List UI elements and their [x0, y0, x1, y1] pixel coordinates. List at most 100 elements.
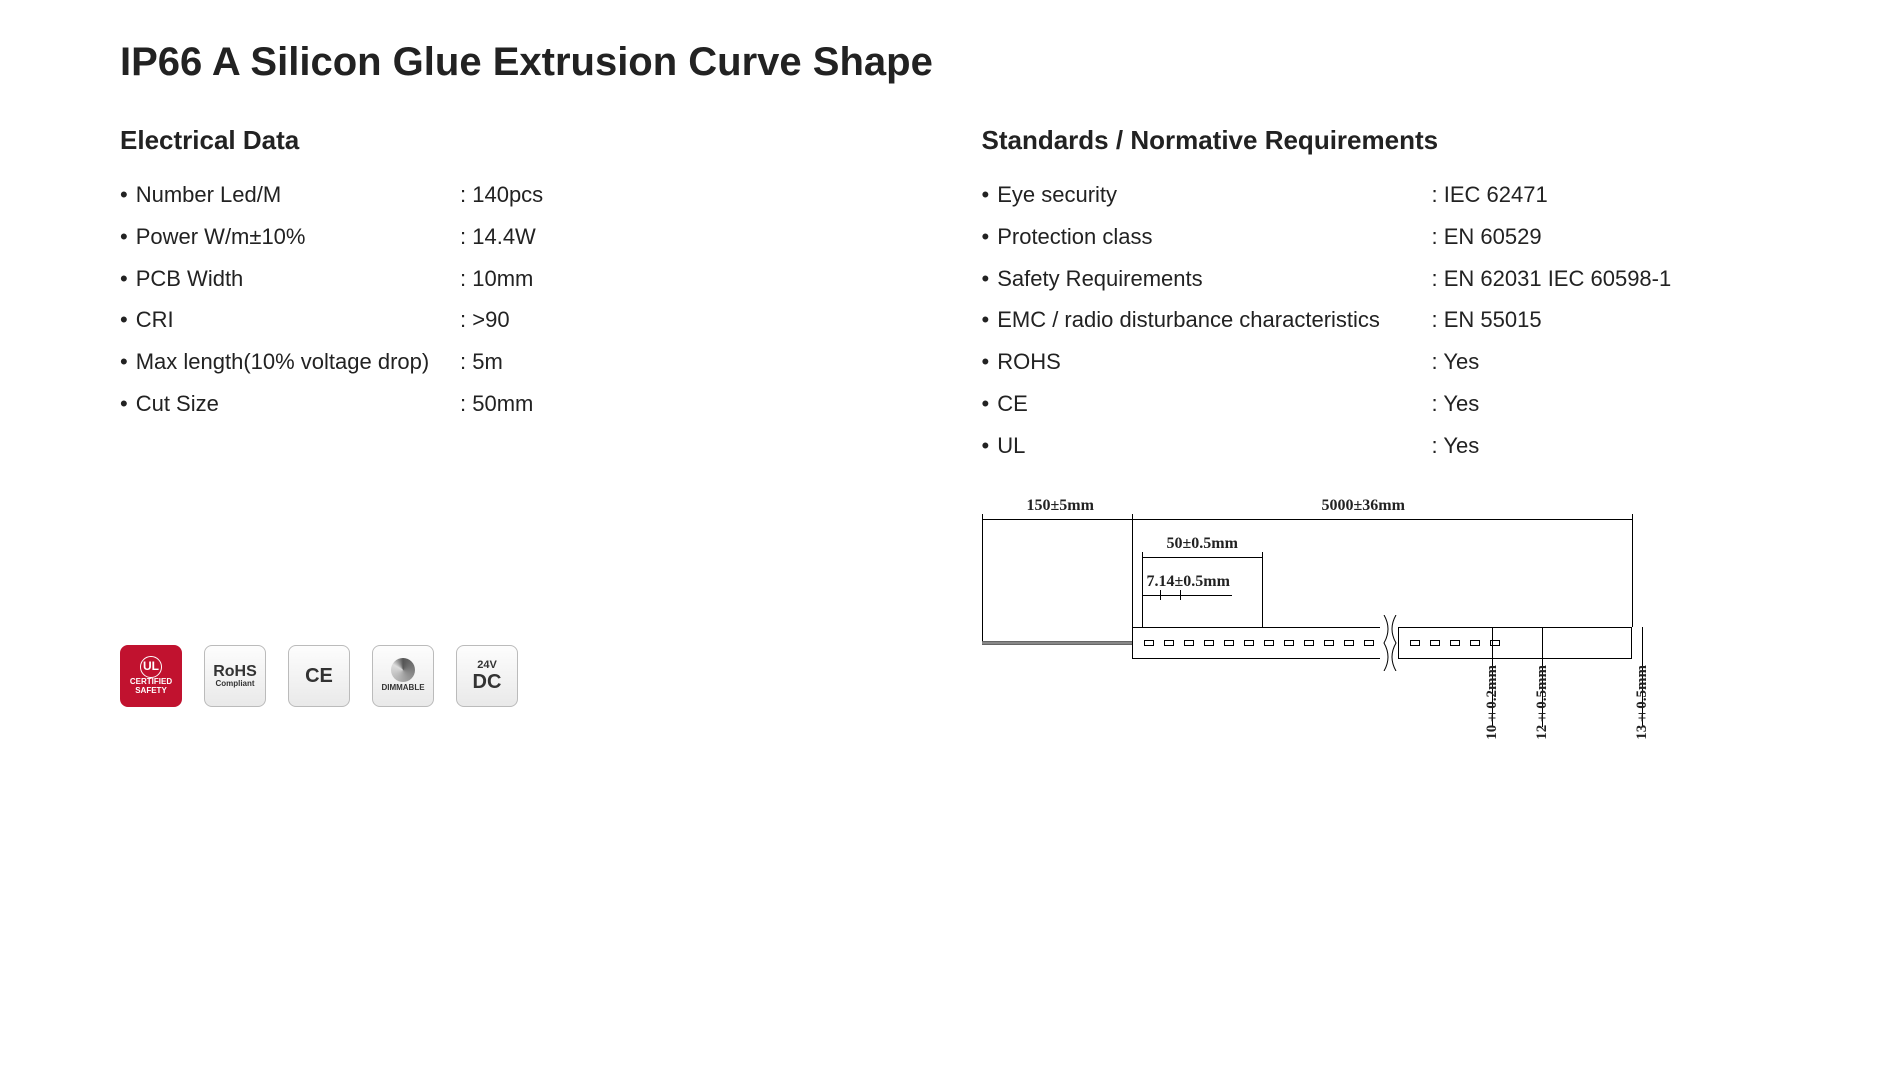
bullet: • [982, 258, 990, 300]
dimmable-badge: DIMMABLE [372, 645, 434, 707]
bullet: • [982, 341, 990, 383]
spec-label-text: CE [997, 383, 1028, 425]
led-chip [1244, 640, 1254, 646]
spec-label: •UL [982, 425, 1432, 467]
dimmable-text: DIMMABLE [381, 684, 424, 693]
led-strip-segment [1398, 627, 1632, 659]
bullet: • [982, 216, 990, 258]
ext-line [1632, 519, 1633, 627]
bullet: • [120, 383, 128, 425]
spec-label-text: Eye security [997, 174, 1117, 216]
spec-label-text: Power W/m±10% [136, 216, 306, 258]
led-chip [1410, 640, 1420, 646]
spec-value: >90 [460, 299, 510, 341]
led-chip [1264, 640, 1274, 646]
led-chip [1204, 640, 1214, 646]
ce-text: CE [305, 665, 333, 687]
led-chip [1450, 640, 1460, 646]
led-chip [1364, 640, 1374, 646]
dim-714: 7.14±0.5mm [1147, 573, 1230, 591]
bullet: • [982, 383, 990, 425]
dimline-5000 [1132, 519, 1632, 520]
spec-label-text: Max length(10% voltage drop) [136, 341, 430, 383]
led-strip-segment [1132, 627, 1382, 659]
spec-value: 14.4W [460, 216, 536, 258]
spec-value: 50mm [460, 383, 533, 425]
spec-label: •Cut Size [120, 383, 460, 425]
electrical-heading: Electrical Data [120, 125, 922, 156]
led-chip [1284, 640, 1294, 646]
spec-label: •ROHS [982, 341, 1432, 383]
spec-value: 140pcs [460, 174, 543, 216]
bullet: • [120, 216, 128, 258]
dim-5000: 5000±36mm [1322, 497, 1405, 515]
spec-label-text: Protection class [997, 216, 1152, 258]
bullet: • [982, 174, 990, 216]
electrical-data-column: Electrical Data •Number Led/M140pcs•Powe… [120, 125, 922, 757]
spec-row: •PCB Width10mm [120, 258, 922, 300]
spec-row: •Safety RequirementsEN 62031 IEC 60598-1 [982, 258, 1784, 300]
spec-label: •Safety Requirements [982, 258, 1432, 300]
spec-label: •EMC / radio disturbance characteristics [982, 299, 1432, 341]
ul-badge-circle: UL [140, 656, 162, 678]
dimension-diagram: 150±5mm 5000±36mm 50±0.5mm 7.14±0.5mm [982, 497, 1784, 757]
dim-12: 12±0.5mm [1534, 665, 1551, 740]
spec-value: 5m [460, 341, 503, 383]
dc-text: DC [473, 671, 502, 693]
spec-value: Yes [1432, 341, 1480, 383]
spec-row: •Power W/m±10%14.4W [120, 216, 922, 258]
spec-label: •Protection class [982, 216, 1432, 258]
led-chip [1324, 640, 1334, 646]
spec-label-text: Safety Requirements [997, 258, 1202, 300]
tick [1160, 590, 1161, 600]
dim-150: 150±5mm [1027, 497, 1094, 515]
led-chip [1430, 640, 1440, 646]
spec-label: •PCB Width [120, 258, 460, 300]
spec-row: •CRI >90 [120, 299, 922, 341]
spec-label-text: Cut Size [136, 383, 219, 425]
spec-label: •Number Led/M [120, 174, 460, 216]
spec-label-text: CRI [136, 299, 174, 341]
spec-row: •ULYes [982, 425, 1784, 467]
dimline-50 [1142, 557, 1262, 558]
ul-badge: UL CERTIFIED SAFETY [120, 645, 182, 707]
spec-label: •Power W/m±10% [120, 216, 460, 258]
led-chip [1144, 640, 1154, 646]
led-chip [1470, 640, 1480, 646]
led-chip [1224, 640, 1234, 646]
spec-value: EN 62031 IEC 60598-1 [1432, 258, 1672, 300]
spec-label: •CE [982, 383, 1432, 425]
page-title: IP66 A Silicon Glue Extrusion Curve Shap… [120, 40, 1783, 85]
dc-voltage: 24V [477, 659, 497, 671]
bullet: • [120, 299, 128, 341]
rohs-text: RoHS [213, 663, 257, 681]
bullet: • [120, 258, 128, 300]
spec-label-text: EMC / radio disturbance characteristics [997, 299, 1380, 341]
spec-label-text: ROHS [997, 341, 1061, 383]
spec-row: •Protection classEN 60529 [982, 216, 1784, 258]
spec-row: •EMC / radio disturbance characteristics… [982, 299, 1784, 341]
spec-row: •Cut Size50mm [120, 383, 922, 425]
dimline-150 [982, 519, 1132, 520]
rohs-sub: Compliant [215, 680, 254, 689]
spec-value: EN 55015 [1432, 299, 1542, 341]
spec-label: •Eye security [982, 174, 1432, 216]
lead-wire [982, 641, 1132, 645]
rohs-badge: RoHS Compliant [204, 645, 266, 707]
dimline-714 [1142, 595, 1232, 596]
standards-heading: Standards / Normative Requirements [982, 125, 1784, 156]
spec-row: •Eye securityIEC 62471 [982, 174, 1784, 216]
bullet: • [120, 174, 128, 216]
spec-row: •ROHSYes [982, 341, 1784, 383]
spec-label-text: PCB Width [136, 258, 244, 300]
led-chip [1184, 640, 1194, 646]
tick [1180, 590, 1181, 600]
ul-badge-text2: SAFETY [135, 687, 167, 696]
spec-label-text: Number Led/M [136, 174, 282, 216]
break-mark [1380, 615, 1400, 671]
spec-value: 10mm [460, 258, 533, 300]
dimmable-icon [391, 658, 415, 682]
spec-value: Yes [1432, 383, 1480, 425]
spec-value: Yes [1432, 425, 1480, 467]
dim-13: 13±0.5mm [1634, 665, 1651, 740]
